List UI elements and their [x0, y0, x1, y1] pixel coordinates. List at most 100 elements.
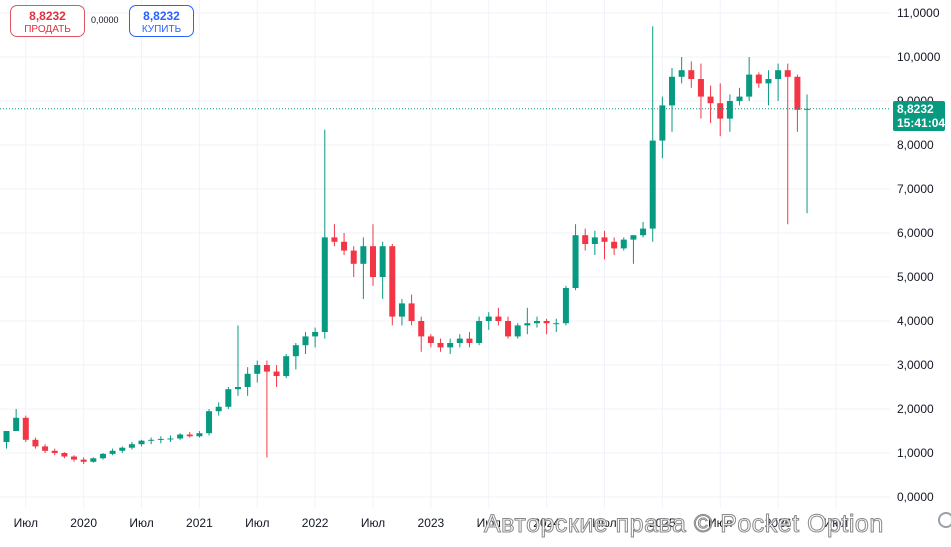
- candle: [476, 316, 483, 346]
- y-axis[interactable]: 11,000010,00009,00008,00007,00006,00005,…: [897, 6, 941, 504]
- grid: [0, 0, 890, 508]
- candle-body: [177, 434, 184, 439]
- candle: [466, 332, 473, 348]
- candle: [746, 57, 753, 101]
- candle: [437, 338, 444, 352]
- candle-body: [659, 105, 666, 141]
- candle: [630, 235, 637, 264]
- candle-body: [447, 343, 454, 348]
- candle: [697, 63, 704, 119]
- candle: [244, 367, 251, 396]
- candle: [177, 433, 184, 440]
- candle: [321, 129, 328, 339]
- candle: [456, 334, 463, 348]
- y-tick-label: 4,0000: [897, 314, 934, 328]
- candle: [196, 431, 203, 438]
- candle: [755, 72, 762, 88]
- candle: [562, 285, 569, 326]
- candle-body: [292, 345, 299, 357]
- candle: [726, 94, 733, 132]
- sell-button[interactable]: 8,8232 ПРОДАТЬ: [10, 5, 85, 37]
- candle-body: [90, 458, 97, 462]
- candle-body: [794, 76, 801, 110]
- candle: [804, 94, 811, 214]
- candle: [186, 431, 193, 438]
- buy-button[interactable]: 8,8232 КУПИТЬ: [129, 5, 194, 37]
- candle-body: [601, 237, 608, 242]
- candle-countdown: 15:41:04: [897, 116, 946, 130]
- candle: [379, 241, 386, 299]
- candle-body: [533, 321, 540, 324]
- candle: [543, 318, 550, 335]
- candle: [485, 312, 492, 330]
- candle: [109, 448, 116, 456]
- candle: [533, 316, 540, 328]
- x-tick-label: 2022: [302, 516, 329, 530]
- candle-body: [302, 336, 309, 346]
- candle-body: [543, 321, 550, 324]
- candle-body: [630, 235, 637, 240]
- candle-body: [553, 323, 560, 325]
- y-tick-label: 5,0000: [897, 270, 934, 284]
- candle: [234, 325, 241, 396]
- candle: [263, 360, 270, 458]
- candle: [447, 338, 454, 354]
- y-tick-label: 11,0000: [897, 6, 940, 20]
- y-tick-label: 2,0000: [897, 402, 934, 416]
- candle: [22, 415, 29, 442]
- spread-value: 0,0000: [91, 15, 119, 25]
- candle: [99, 453, 106, 460]
- candle-body: [476, 321, 483, 343]
- candle-body: [505, 321, 512, 337]
- candle: [128, 442, 135, 450]
- candle-body: [13, 417, 20, 431]
- candle-body: [688, 70, 695, 79]
- candle: [794, 74, 801, 132]
- candle-body: [418, 321, 425, 337]
- candle: [225, 387, 232, 409]
- candle: [341, 233, 348, 255]
- candle: [640, 222, 647, 238]
- candle: [707, 85, 714, 123]
- candle-body: [51, 450, 58, 453]
- candle: [408, 294, 415, 326]
- candle-body: [697, 79, 704, 97]
- candle-body: [572, 235, 579, 288]
- candle-body: [611, 241, 618, 249]
- candle-body: [167, 438, 174, 440]
- candle: [90, 457, 97, 463]
- candle-body: [524, 323, 531, 326]
- candle: [3, 431, 10, 449]
- candle-body: [669, 76, 676, 106]
- candle-body: [514, 325, 521, 337]
- candle-body: [138, 440, 145, 445]
- candle: [649, 26, 656, 242]
- candle-body: [321, 237, 328, 332]
- candle: [215, 402, 222, 416]
- candle-body: [736, 96, 743, 101]
- candle-body: [408, 303, 415, 321]
- x-axis[interactable]: Июл 2020 Июл 2021 Июл 2022 Июл 2023 Июл 2024 Июл 20…: [14, 516, 849, 530]
- sell-price: 8,8232: [29, 9, 66, 23]
- candle-body: [784, 70, 791, 77]
- settings-icon[interactable]: [938, 512, 951, 528]
- candle-body: [186, 434, 193, 437]
- candle-body: [128, 444, 135, 448]
- candle: [71, 455, 78, 462]
- candle-body: [225, 389, 232, 407]
- x-tick-label: Июл: [824, 516, 848, 530]
- buy-price: 8,8232: [143, 9, 180, 23]
- candle-body: [234, 387, 241, 390]
- candle-body: [678, 70, 685, 77]
- candle-body: [775, 70, 782, 79]
- x-tick-label: 2024: [533, 516, 560, 530]
- x-tick-label: Июл: [592, 516, 616, 530]
- y-tick-label: 7,0000: [897, 182, 934, 196]
- candle-body: [99, 453, 106, 459]
- buy-label: КУПИТЬ: [141, 24, 182, 35]
- candle-body: [437, 343, 444, 348]
- candle: [418, 316, 425, 352]
- candle-body: [206, 411, 213, 434]
